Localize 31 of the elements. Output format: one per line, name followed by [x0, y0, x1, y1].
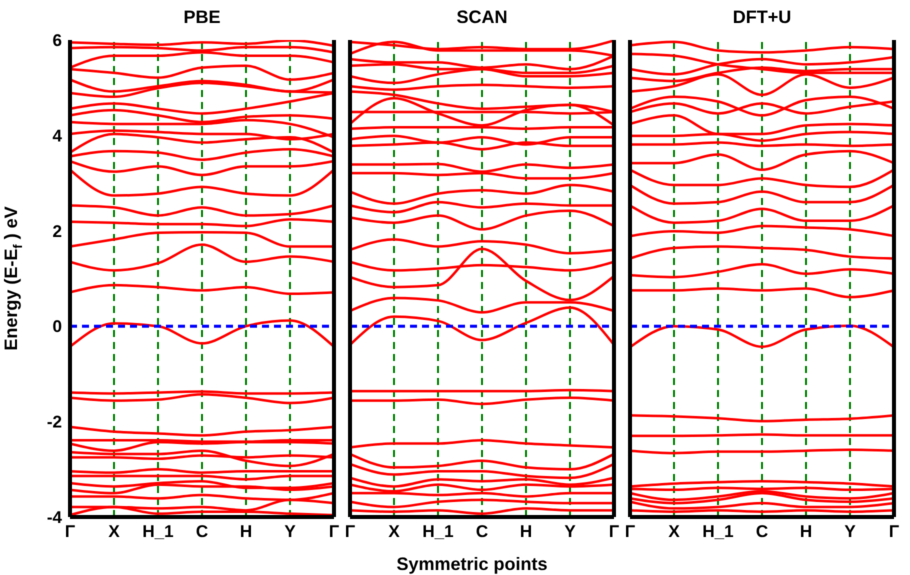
x-tick-label: Γ — [888, 522, 900, 542]
x-tick-label: H_1 — [142, 522, 174, 542]
x-tick-label: C — [196, 522, 208, 542]
y-tick-label: -2 — [46, 412, 62, 432]
x-tick-label: Γ — [624, 522, 636, 542]
y-tick-label: 6 — [52, 31, 62, 50]
y-tick-label: 0 — [52, 317, 62, 336]
x-tick-label: Γ — [328, 522, 340, 542]
y-tick-label: 2 — [52, 222, 62, 241]
x-tick-label: H — [520, 522, 532, 542]
x-tick-label: Y — [284, 522, 296, 542]
x-tick-label: C — [756, 522, 768, 542]
y-tick-label: 4 — [52, 126, 63, 146]
x-tick-label: Y — [844, 522, 856, 542]
x-tick-label: H_1 — [702, 522, 734, 542]
x-tick-label: Γ — [64, 522, 76, 542]
x-axis-title: Symmetric points — [396, 554, 548, 574]
x-tick-label: H_1 — [422, 522, 454, 542]
x-tick-label: H — [240, 522, 252, 542]
chart-title: DFT+U — [732, 6, 792, 29]
x-tick-label: Γ — [344, 522, 356, 542]
x-tick-label: H — [800, 522, 812, 542]
x-tick-label: Y — [564, 522, 576, 542]
y-tick-label: -4 — [46, 508, 63, 528]
x-tick-label: X — [668, 522, 680, 542]
chart-title: PBE — [182, 6, 222, 29]
x-tick-label: X — [108, 522, 120, 542]
chart-title: SCAN — [455, 6, 508, 29]
x-tick-label: C — [476, 522, 488, 542]
x-tick-label: Γ — [608, 522, 620, 542]
x-tick-label: X — [388, 522, 400, 542]
